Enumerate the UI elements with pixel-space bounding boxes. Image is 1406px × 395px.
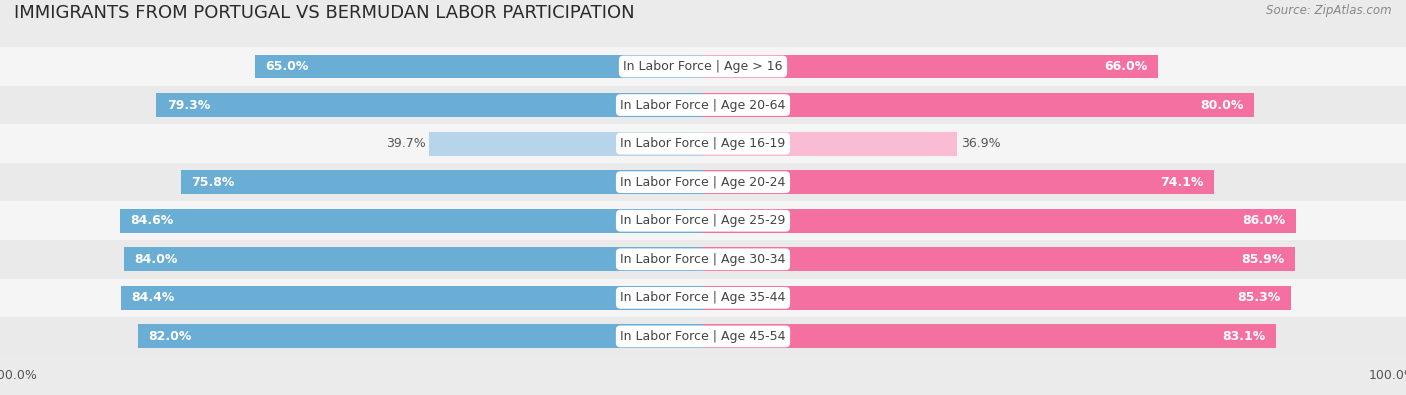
Bar bbox=[0, 163, 1406, 201]
Text: 85.3%: 85.3% bbox=[1237, 292, 1281, 305]
Text: Source: ZipAtlas.com: Source: ZipAtlas.com bbox=[1267, 4, 1392, 17]
Text: 83.1%: 83.1% bbox=[1222, 330, 1265, 343]
Text: In Labor Force | Age 20-24: In Labor Force | Age 20-24 bbox=[620, 176, 786, 189]
Bar bbox=[254, 55, 703, 79]
Bar bbox=[124, 247, 703, 271]
Bar bbox=[703, 286, 1291, 310]
Text: 86.0%: 86.0% bbox=[1241, 214, 1285, 227]
Text: 39.7%: 39.7% bbox=[387, 137, 426, 150]
Bar bbox=[703, 93, 1254, 117]
Bar bbox=[120, 209, 703, 233]
Bar bbox=[703, 209, 1296, 233]
Bar bbox=[703, 170, 1213, 194]
Bar bbox=[0, 240, 1406, 278]
Text: In Labor Force | Age 20-64: In Labor Force | Age 20-64 bbox=[620, 98, 786, 111]
Text: In Labor Force | Age 25-29: In Labor Force | Age 25-29 bbox=[620, 214, 786, 227]
Text: 82.0%: 82.0% bbox=[148, 330, 191, 343]
Text: 79.3%: 79.3% bbox=[167, 98, 209, 111]
Bar bbox=[703, 55, 1159, 79]
Text: 85.9%: 85.9% bbox=[1241, 253, 1285, 266]
Text: In Labor Force | Age > 16: In Labor Force | Age > 16 bbox=[623, 60, 783, 73]
Bar bbox=[0, 317, 1406, 356]
Bar bbox=[180, 170, 703, 194]
Bar bbox=[0, 201, 1406, 240]
Text: In Labor Force | Age 30-34: In Labor Force | Age 30-34 bbox=[620, 253, 786, 266]
Text: In Labor Force | Age 16-19: In Labor Force | Age 16-19 bbox=[620, 137, 786, 150]
Bar bbox=[138, 324, 703, 348]
Text: 84.6%: 84.6% bbox=[131, 214, 173, 227]
Text: 66.0%: 66.0% bbox=[1104, 60, 1147, 73]
Text: In Labor Force | Age 35-44: In Labor Force | Age 35-44 bbox=[620, 292, 786, 305]
Bar bbox=[0, 86, 1406, 124]
Text: 80.0%: 80.0% bbox=[1201, 98, 1244, 111]
Bar bbox=[0, 47, 1406, 86]
Text: 84.0%: 84.0% bbox=[135, 253, 177, 266]
Text: IMMIGRANTS FROM PORTUGAL VS BERMUDAN LABOR PARTICIPATION: IMMIGRANTS FROM PORTUGAL VS BERMUDAN LAB… bbox=[14, 4, 634, 22]
Bar bbox=[429, 132, 703, 156]
Text: 65.0%: 65.0% bbox=[266, 60, 309, 73]
Bar bbox=[0, 278, 1406, 317]
Bar bbox=[121, 286, 703, 310]
Text: 75.8%: 75.8% bbox=[191, 176, 235, 189]
Text: 74.1%: 74.1% bbox=[1160, 176, 1204, 189]
Bar bbox=[0, 124, 1406, 163]
Bar bbox=[156, 93, 703, 117]
Text: 36.9%: 36.9% bbox=[960, 137, 1001, 150]
Bar bbox=[703, 132, 957, 156]
Text: 84.4%: 84.4% bbox=[132, 292, 174, 305]
Text: In Labor Force | Age 45-54: In Labor Force | Age 45-54 bbox=[620, 330, 786, 343]
Bar bbox=[703, 324, 1275, 348]
Bar bbox=[703, 247, 1295, 271]
